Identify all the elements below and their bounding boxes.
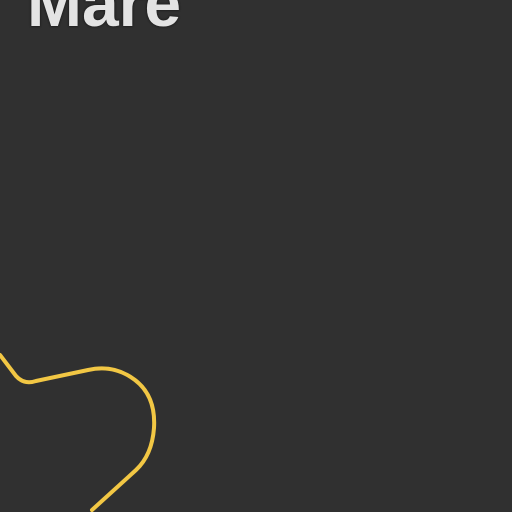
route-line[interactable] (0, 353, 157, 512)
place-label: Mare (27, 0, 182, 40)
